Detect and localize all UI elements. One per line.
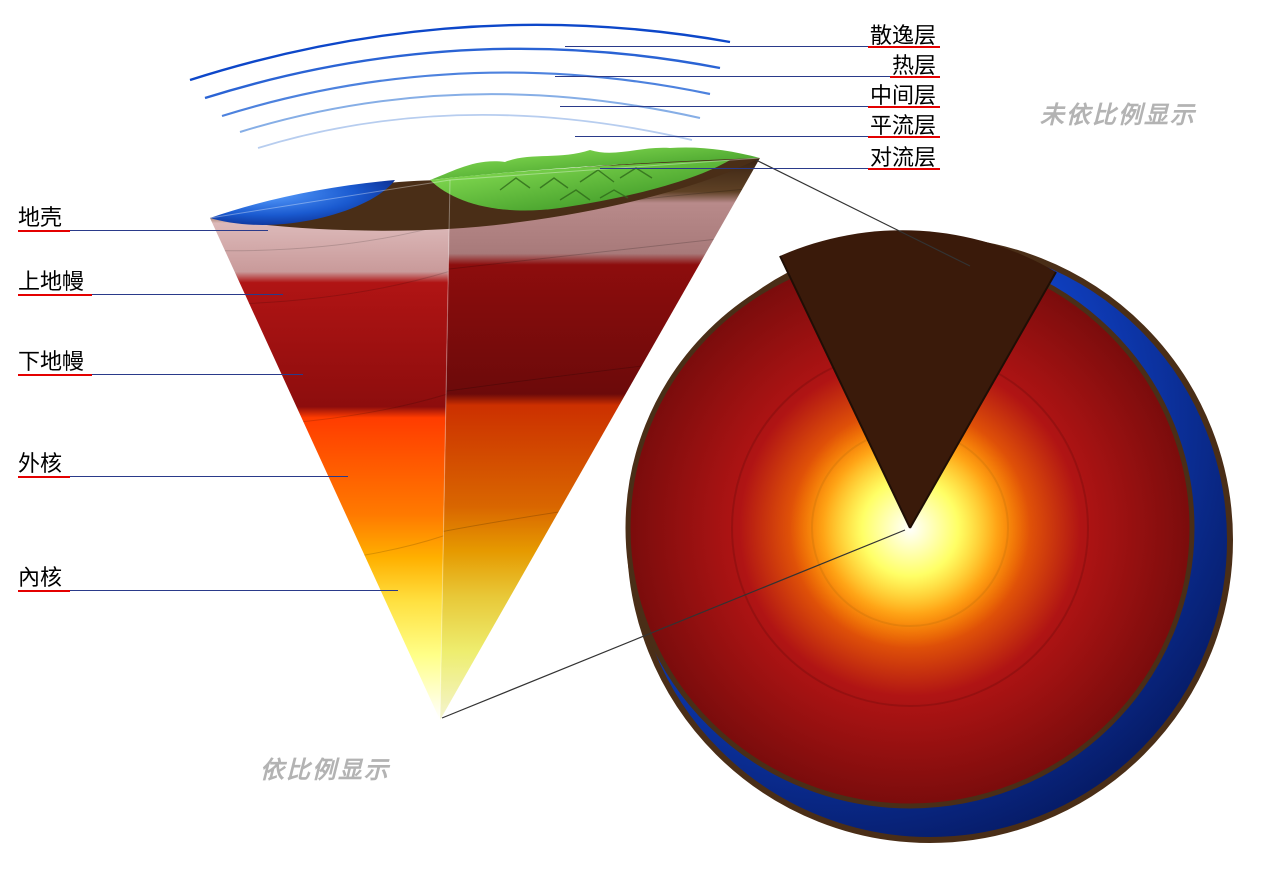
caption-not-to-scale: 未依比例显示: [1040, 95, 1196, 130]
label-crust: 地壳: [18, 200, 62, 232]
label-lower-mantle: 下地幔: [18, 344, 84, 376]
wedge-front-face: [210, 180, 450, 720]
label-outer-core: 外核: [18, 446, 62, 478]
scene-svg: [0, 0, 1280, 880]
earth-layers-diagram: { "type": "infographic-diagram", "title_…: [0, 0, 1280, 880]
label-upper-mantle: 上地幔: [18, 264, 84, 296]
caption-to-scale: 依比例显示: [260, 750, 390, 785]
earth-sphere: [628, 230, 1232, 840]
label-inner-core: 內核: [18, 560, 62, 592]
atmosphere-arcs: [190, 25, 730, 148]
